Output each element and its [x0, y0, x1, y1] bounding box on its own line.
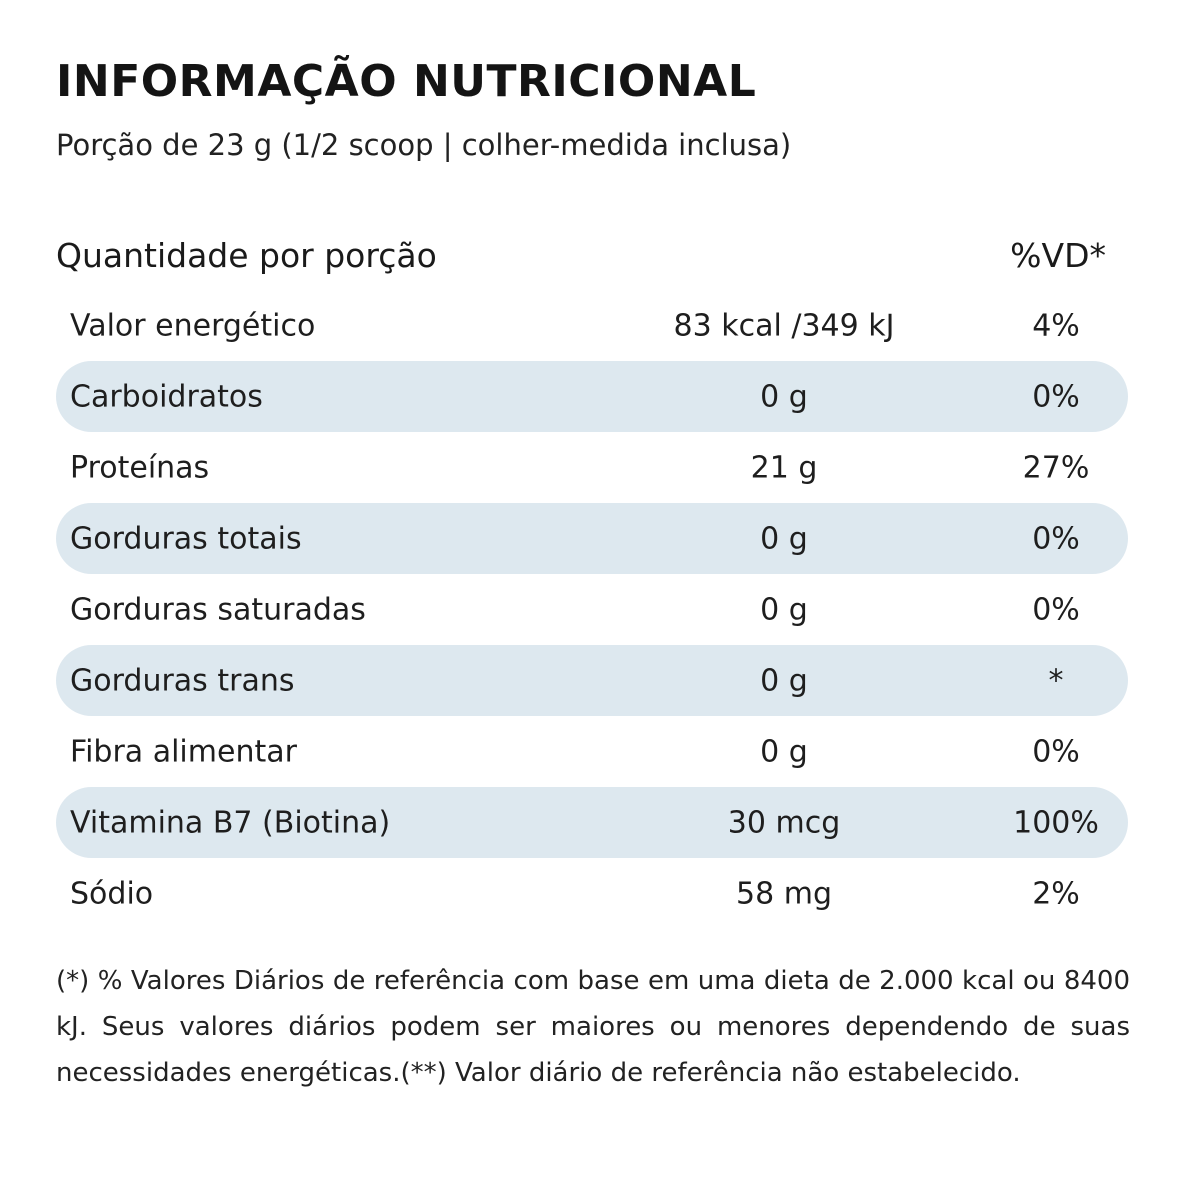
- nutrient-name: Valor energético: [70, 308, 316, 343]
- nutrient-name: Fibra alimentar: [70, 734, 297, 769]
- table-header: Quantidade por porção %VD*: [56, 236, 1106, 280]
- nutrient-daily-value: 100%: [1013, 805, 1099, 840]
- table-row: Gorduras totais 0 g 0%: [56, 503, 1128, 574]
- table-row: Valor energético 83 kcal /349 kJ 4%: [56, 290, 1128, 361]
- serving-size: Porção de 23 g (1/2 scoop | colher-medid…: [56, 128, 792, 162]
- nutrient-name: Proteínas: [70, 450, 210, 485]
- table-row: Gorduras trans 0 g *: [56, 645, 1128, 716]
- daily-value-label: %VD*: [1010, 236, 1106, 275]
- nutrient-amount: 0 g: [760, 663, 808, 698]
- table-row: Sódio 58 mg 2%: [56, 858, 1128, 929]
- nutrient-name: Vitamina B7 (Biotina): [70, 805, 391, 840]
- nutrient-name: Gorduras trans: [70, 663, 295, 698]
- nutrient-name: Gorduras totais: [70, 521, 302, 556]
- nutrient-name: Carboidratos: [70, 379, 263, 414]
- quantity-per-serving-label: Quantidade por porção: [56, 236, 437, 275]
- table-row: Vitamina B7 (Biotina) 30 mcg 100%: [56, 787, 1128, 858]
- nutrient-amount: 0 g: [760, 521, 808, 556]
- nutrient-daily-value: 0%: [1032, 734, 1080, 769]
- nutrient-amount: 83 kcal /349 kJ: [673, 308, 895, 343]
- nutrient-daily-value: 2%: [1032, 876, 1080, 911]
- nutrition-table: Valor energético 83 kcal /349 kJ 4% Carb…: [56, 290, 1128, 929]
- nutrient-amount: 30 mcg: [727, 805, 841, 840]
- nutrient-daily-value: *: [1048, 663, 1064, 698]
- nutrient-daily-value: 27%: [1022, 450, 1090, 485]
- nutrient-name: Gorduras saturadas: [70, 592, 366, 627]
- footnote: (*) % Valores Diários de referência com …: [56, 966, 1130, 1088]
- nutrient-amount: 0 g: [760, 379, 808, 414]
- nutrient-daily-value: 4%: [1032, 308, 1080, 343]
- nutrient-daily-value: 0%: [1032, 379, 1080, 414]
- page-title: INFORMAÇÃO NUTRICIONAL: [56, 56, 757, 107]
- nutrient-amount: 58 mg: [736, 876, 832, 911]
- table-row: Proteínas 21 g 27%: [56, 432, 1128, 503]
- nutrient-daily-value: 0%: [1032, 592, 1080, 627]
- nutrient-amount: 21 g: [750, 450, 818, 485]
- nutrient-name: Sódio: [70, 876, 154, 911]
- table-row: Gorduras saturadas 0 g 0%: [56, 574, 1128, 645]
- nutrient-amount: 0 g: [760, 734, 808, 769]
- table-row: Carboidratos 0 g 0%: [56, 361, 1128, 432]
- table-row: Fibra alimentar 0 g 0%: [56, 716, 1128, 787]
- nutrient-daily-value: 0%: [1032, 521, 1080, 556]
- nutrient-amount: 0 g: [760, 592, 808, 627]
